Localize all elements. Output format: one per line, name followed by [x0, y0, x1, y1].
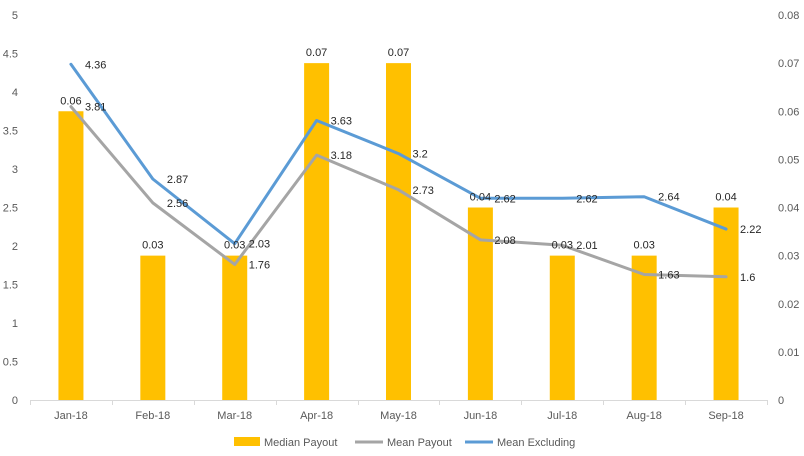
x-tick-label: Mar-18 — [217, 410, 252, 422]
bar-median-payout — [222, 255, 248, 400]
data-label-mean-excluding: 3.63 — [331, 115, 352, 127]
legend-label-mean-excluding: Mean Excluding — [497, 437, 575, 449]
data-label-mean-excluding: 4.36 — [85, 59, 106, 71]
legend-label-mean-payout: Mean Payout — [387, 437, 452, 449]
axes: Jan-18 Feb-18 Mar-18 Apr-18 May-18 Jun-18 Jul-… — [3, 10, 800, 422]
line-series — [69, 62, 728, 279]
bar-median-payout — [304, 63, 330, 400]
y-left-tick-label: 2 — [12, 241, 18, 253]
y-left-tick-label: 3.5 — [3, 126, 18, 138]
data-label-mean-excluding: 2.64 — [658, 192, 679, 204]
y-right-tick-label: 0.03 — [778, 251, 799, 263]
data-label-mean-payout: 3.81 — [85, 102, 106, 114]
legend-swatch-median-payout — [234, 437, 260, 446]
data-label-mean-excluding: 2.22 — [740, 224, 761, 236]
data-label-mean-payout: 2.56 — [167, 198, 188, 210]
legend-label-median-payout: Median Payout — [264, 437, 337, 449]
y-left-tick-label: 4 — [12, 87, 18, 99]
y-left-tick-label: 1 — [12, 318, 18, 330]
bar-median-payout — [58, 111, 84, 400]
line-mean-excluding — [69, 62, 728, 246]
legend: Median Payout Mean Payout Mean Excluding — [234, 437, 575, 449]
line-mean-payout — [69, 105, 728, 279]
bar-median-payout — [467, 207, 493, 400]
data-label-median-payout: 0.04 — [715, 192, 736, 204]
data-label-mean-excluding: 2.62 — [494, 193, 515, 205]
data-label-mean-payout: 2.01 — [576, 240, 597, 252]
y-right-tick-label: 0.01 — [778, 347, 799, 359]
y-left-tick-label: 2.5 — [3, 203, 18, 215]
data-label-median-payout: 0.03 — [224, 240, 245, 252]
x-tick-label: Apr-18 — [300, 410, 333, 422]
y-right-tick-label: 0.07 — [778, 58, 799, 70]
data-label-median-payout: 0.03 — [552, 240, 573, 252]
data-label-mean-excluding: 3.2 — [413, 149, 428, 161]
x-tick-label: May-18 — [380, 410, 417, 422]
y-right-tick-label: 0.08 — [778, 10, 799, 22]
x-tick-label: Feb-18 — [135, 410, 170, 422]
y-left-tick-label: 5 — [12, 10, 18, 22]
y-left-tick-label: 0 — [12, 395, 18, 407]
x-tick-label: Jul-18 — [547, 410, 577, 422]
data-label-median-payout: 0.03 — [142, 240, 163, 252]
x-tick-label: Jan-18 — [54, 410, 88, 422]
data-label-median-payout: 0.04 — [470, 192, 491, 204]
bar-median-payout — [549, 255, 575, 400]
y-left-tick-label: 4.5 — [3, 49, 18, 61]
y-left-tick-label: 1.5 — [3, 280, 18, 292]
bar-series-median-payout — [58, 63, 739, 400]
data-label-mean-payout: 2.73 — [413, 185, 434, 197]
x-tick-label: Sep-18 — [708, 410, 743, 422]
data-label-median-payout: 0.07 — [306, 47, 327, 59]
bar-median-payout — [386, 63, 411, 400]
data-label-mean-payout: 1.76 — [249, 259, 270, 271]
y-left-tick-label: 3 — [12, 164, 18, 176]
y-left-tick-label: 0.5 — [3, 357, 18, 369]
data-label-median-payout: 0.07 — [388, 47, 409, 59]
data-label-mean-excluding: 2.03 — [249, 239, 270, 251]
data-labels: 0.06 0.03 0.03 0.07 0.07 0.04 0.03 0.03 0.04 3.81… — [60, 47, 761, 284]
data-label-mean-excluding: 2.62 — [576, 193, 597, 205]
data-label-median-payout: 0.03 — [633, 240, 654, 252]
data-label-mean-payout: 3.18 — [331, 150, 352, 162]
x-tick-label: Jun-18 — [464, 410, 498, 422]
y-right-tick-label: 0.05 — [778, 154, 799, 166]
data-label-mean-payout: 2.08 — [494, 235, 515, 247]
data-label-median-payout: 0.06 — [60, 95, 81, 107]
data-label-mean-payout: 1.6 — [740, 272, 755, 284]
data-label-mean-payout: 1.63 — [658, 269, 679, 281]
y-right-tick-label: 0.06 — [778, 106, 799, 118]
bar-median-payout — [140, 255, 166, 400]
y-right-tick-label: 0.02 — [778, 299, 799, 311]
y-right-tick-label: 0.04 — [778, 203, 799, 215]
bar-median-payout — [631, 255, 657, 400]
bar-median-payout — [713, 207, 739, 400]
data-label-mean-excluding: 2.87 — [167, 174, 188, 186]
x-tick-label: Aug-18 — [626, 410, 661, 422]
y-right-tick-label: 0 — [778, 395, 784, 407]
